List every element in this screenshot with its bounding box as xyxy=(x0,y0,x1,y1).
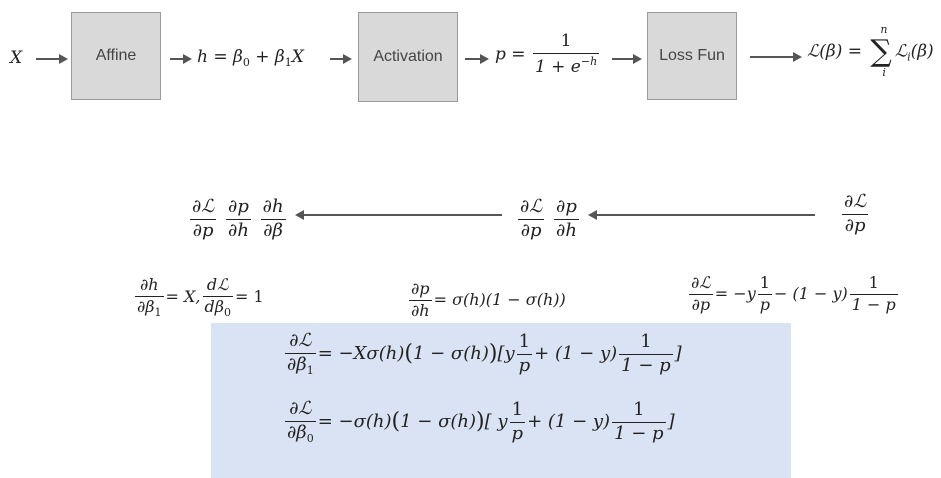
h-equation: h = β0 + β1X xyxy=(197,47,304,69)
arrow-p-to-loss xyxy=(612,54,642,64)
result-panel xyxy=(211,323,791,478)
gradient-beta0: ∂ℒ ∂β0 = −σ(h)(1 − σ(h))[ y 1 p + (1 − y) 1 1 −… xyxy=(285,398,675,445)
loss-equation: ℒ(β) = ∑ n i ℒi(β) xyxy=(807,23,934,79)
arrow-back-to-two-term xyxy=(588,210,815,220)
affine-box: Affine xyxy=(71,12,161,100)
loss-label: Loss Fun xyxy=(659,47,725,64)
arrow-affine-to-h xyxy=(170,54,192,64)
activation-box: Activation xyxy=(358,12,458,102)
chain-rule-three-term: ∂ℒ ∂p ∂p ∂h ∂h ∂β xyxy=(190,196,286,241)
gradient-beta1: ∂ℒ ∂β1 = −Xσ(h)(1 − σ(h))[y 1 p + (1 − y) 1 1 −… xyxy=(285,330,682,377)
arrow-h-to-activation xyxy=(330,54,352,64)
input-x-label: X xyxy=(10,48,23,68)
affine-label: Affine xyxy=(95,47,137,64)
arrow-activation-to-p xyxy=(465,54,489,64)
activation-label: Activation xyxy=(373,48,443,65)
sum-symbol: ∑ n i xyxy=(870,23,892,79)
loss-box: Loss Fun xyxy=(647,12,737,100)
partial-p-h: ∂p ∂h = σ(h)(1 − σ(h)) xyxy=(409,279,566,320)
partial-loss-p: ∂ℒ ∂p = −y 1 p − (1 − y) 1 1 − p xyxy=(689,273,898,314)
chain-rule-one-term: ∂ℒ ∂p xyxy=(842,191,869,236)
sigmoid-fraction: 1 1 + e−h xyxy=(532,31,600,77)
p-equation: p = 1 1 + e−h xyxy=(495,31,600,77)
arrow-back-to-three-term xyxy=(295,210,502,220)
arrow-loss-to-sum xyxy=(750,52,802,62)
arrow-x-to-affine xyxy=(36,54,68,64)
chain-rule-two-term: ∂ℒ ∂p ∂p ∂h xyxy=(518,196,579,241)
partial-h-beta: ∂h ∂β1 = X, dℒ dβ0 = 1 xyxy=(135,275,264,319)
